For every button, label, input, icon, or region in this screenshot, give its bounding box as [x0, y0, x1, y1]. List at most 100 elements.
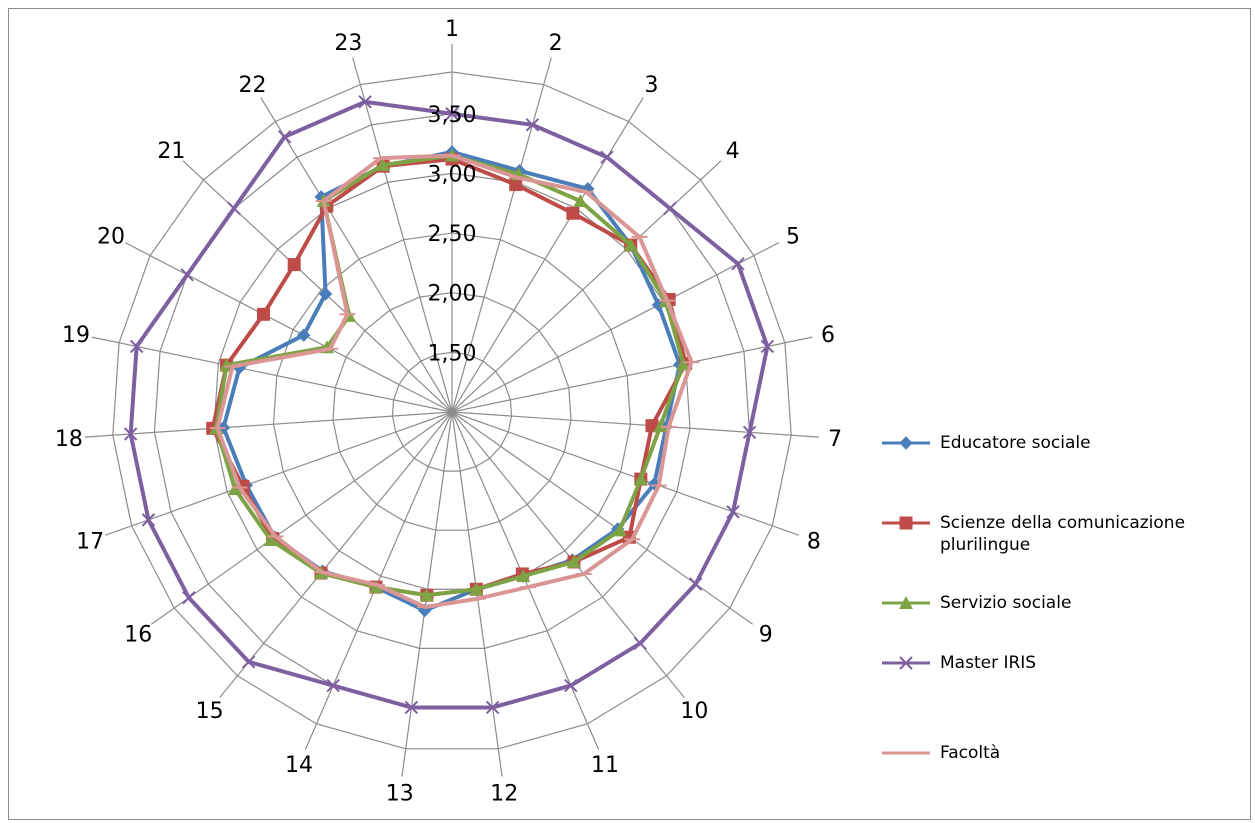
spoke-18	[84, 411, 453, 438]
data-point	[566, 206, 580, 220]
legend-swatch	[882, 751, 930, 755]
category-label: 13	[386, 781, 414, 806]
data-point	[263, 532, 278, 546]
spoke-23	[352, 57, 453, 413]
ring-label: 1,50	[428, 341, 477, 366]
grid-ring-4	[213, 172, 691, 649]
legend-item: Scienze della comunicazione plurilingue	[880, 512, 1230, 556]
data-point	[326, 678, 340, 693]
data-point	[256, 307, 270, 321]
category-label: 11	[591, 753, 619, 778]
series-layer	[123, 95, 775, 715]
grid-ring-1	[391, 351, 513, 472]
category-label: 7	[828, 427, 842, 452]
grid-ring-2	[332, 292, 572, 531]
category-label: 10	[680, 699, 708, 724]
spoke-7	[451, 411, 820, 438]
category-label: 16	[124, 622, 152, 647]
data-point	[676, 356, 691, 370]
data-point	[573, 194, 588, 208]
category-label: 20	[97, 224, 125, 249]
spoke-5	[451, 242, 780, 413]
data-point	[180, 268, 194, 282]
legend-item: Master IRIS	[880, 652, 1230, 674]
legend-swatch	[882, 436, 930, 450]
legend-marker	[899, 596, 913, 609]
ring-label: 3,00	[428, 162, 477, 187]
category-label: 15	[196, 699, 224, 724]
series-line	[128, 99, 770, 710]
legend-swatch	[882, 596, 930, 609]
data-point	[663, 201, 677, 216]
category-label: 14	[285, 753, 313, 778]
category-label: 17	[76, 530, 104, 555]
data-point	[566, 554, 581, 568]
data-point	[358, 95, 372, 109]
spoke-17	[105, 411, 453, 536]
data-point	[509, 178, 523, 192]
legend-item: Servizio sociale	[880, 592, 1230, 614]
category-label: 19	[62, 323, 90, 348]
legend-label: Educatore sociale	[940, 433, 1091, 453]
category-label: 3	[645, 73, 659, 98]
data-point	[419, 588, 434, 602]
data-point	[731, 257, 745, 271]
legend-swatch	[882, 656, 930, 670]
data-point	[182, 591, 196, 605]
data-point	[742, 425, 757, 440]
data-point	[242, 655, 256, 669]
legend-label: Master IRIS	[940, 653, 1037, 673]
data-point	[287, 258, 301, 272]
data-point	[297, 328, 311, 342]
data-point	[277, 130, 292, 144]
data-point	[404, 700, 419, 715]
data-point	[318, 287, 333, 301]
data-point	[633, 472, 648, 486]
category-label: 22	[238, 73, 266, 98]
spoke-3	[451, 97, 644, 413]
data-point	[653, 419, 668, 433]
labels-layer: 1,502,002,503,003,5012345678910111213141…	[55, 17, 842, 806]
data-point	[623, 238, 638, 252]
data-point	[688, 577, 703, 591]
data-point	[612, 523, 627, 537]
category-label: 21	[157, 139, 185, 164]
data-point	[564, 678, 578, 693]
data-point	[525, 118, 540, 132]
data-point	[228, 482, 243, 496]
legend-swatch	[882, 516, 930, 530]
ring-label: 2,50	[428, 222, 477, 247]
category-label: 4	[726, 139, 740, 164]
series-line	[215, 153, 694, 610]
legend-label: Servizio sociale	[940, 593, 1072, 613]
data-point	[129, 339, 144, 354]
spoke-6	[451, 336, 813, 413]
data-point	[726, 505, 740, 519]
grid-ring-outer	[112, 71, 792, 750]
category-label: 18	[55, 427, 83, 452]
spoke-22	[260, 97, 453, 413]
legend-label: Facoltà	[940, 743, 1001, 763]
series-line	[214, 153, 686, 598]
ring-label: 3,50	[428, 103, 477, 128]
data-point	[445, 107, 459, 121]
grid-ring-3	[272, 232, 632, 590]
data-point	[485, 700, 500, 715]
legend-label: Scienze della comunicazione plurilingue	[940, 513, 1186, 555]
spoke-19	[91, 336, 453, 413]
data-point	[600, 150, 614, 164]
legend-item: Educatore sociale	[880, 432, 1230, 454]
category-label: 2	[549, 31, 563, 56]
category-label: 9	[759, 622, 773, 647]
category-label: 12	[490, 781, 518, 806]
data-point	[227, 201, 241, 216]
legend-marker	[899, 516, 913, 530]
ring-label: 2,00	[428, 282, 477, 307]
legend-marker	[899, 436, 913, 450]
data-point	[123, 427, 138, 441]
category-label: 6	[821, 323, 835, 348]
spoke-16	[151, 411, 453, 625]
category-label: 23	[334, 31, 362, 56]
data-point	[141, 513, 156, 527]
